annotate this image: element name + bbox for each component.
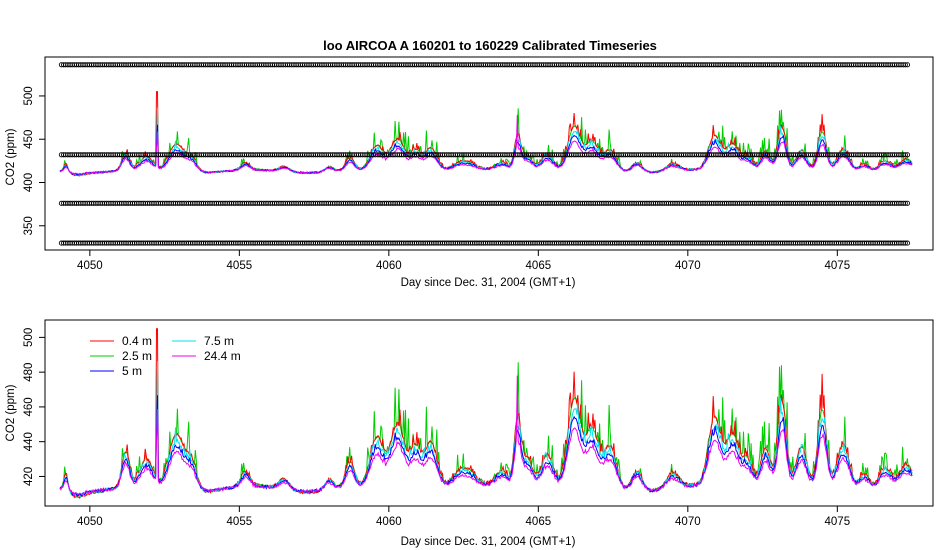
legend-label-4: 24.4 m	[204, 349, 241, 363]
top-y-tick-label: 400	[23, 173, 35, 192]
bottom-x-axis-label: Day since Dec. 31, 2004 (GMT+1)	[401, 536, 576, 548]
calibration-point	[904, 240, 911, 246]
bottom-x-axis: 4050 4055 4060 4065 4070 4075	[77, 506, 850, 528]
top-x-axis-label: Day since Dec. 31, 2004 (GMT+1)	[401, 277, 576, 289]
legend: 0.4 m 2.5 m 5 m 7.5 m 24.4 m	[90, 334, 241, 378]
bot-y-tick-label: 420	[23, 467, 35, 486]
calibration-points	[58, 62, 911, 246]
top-y-axis-label: CO2 (ppm)	[5, 128, 17, 185]
bot-x-tick-label: 4060	[376, 516, 402, 528]
top-x-axis: 4050 4055 4060 4065 4070 4075	[77, 250, 850, 272]
top-x-tick-label: 4075	[825, 260, 851, 272]
bot-x-tick-label: 4070	[675, 516, 701, 528]
bot-x-tick-label: 4055	[227, 516, 253, 528]
top-y-tick-label: 350	[23, 216, 35, 235]
bottom-plot-frame	[44, 319, 934, 507]
calibration-point	[902, 200, 908, 206]
top-series-line-244m	[59, 114, 913, 175]
calibration-point	[902, 152, 908, 158]
bottom-series-line-5m	[59, 395, 913, 497]
top-x-tick-label: 4055	[227, 260, 253, 272]
legend-label-3: 7.5 m	[204, 334, 234, 348]
top-plot-frame	[44, 56, 934, 251]
calibration-point	[904, 62, 911, 68]
top-y-tick-label: 500	[23, 86, 35, 105]
top-x-tick-label: 4050	[77, 260, 103, 272]
top-y-axis: 350 400 450 500	[23, 86, 45, 235]
bot-y-tick-label: 440	[23, 432, 35, 451]
bot-x-tick-label: 4050	[77, 516, 103, 528]
bot-y-tick-label: 480	[23, 363, 35, 382]
calibration-point	[902, 240, 908, 246]
top-x-tick-label: 4065	[526, 260, 552, 272]
top-y-tick-label: 450	[23, 130, 35, 149]
bottom-panel: 4050 4055 4060 4065 4070 4075 420 440 460 480 500…	[5, 319, 934, 548]
top-x-tick-label: 4070	[675, 260, 701, 272]
calibration-point	[904, 200, 911, 206]
bottom-series-lines	[59, 328, 913, 500]
top-x-tick-label: 4060	[376, 260, 402, 272]
bottom-series-line-244m	[59, 375, 913, 496]
bot-x-tick-label: 4075	[825, 516, 851, 528]
legend-label-1: 2.5 m	[122, 349, 152, 363]
chart-title: loo AIRCOA A 160201 to 160229 Calibrated…	[323, 38, 657, 53]
bottom-y-axis: 420 440 460 480 500	[23, 328, 45, 486]
calibration-point	[904, 152, 911, 158]
bot-x-tick-label: 4065	[526, 516, 552, 528]
bot-y-tick-label: 500	[23, 328, 35, 347]
calibration-point	[902, 62, 908, 68]
bot-y-tick-label: 460	[23, 397, 35, 416]
bottom-y-axis-label: CO2 (ppm)	[5, 384, 17, 441]
top-panel: loo AIRCOA A 160201 to 160229 Calibrated…	[5, 38, 934, 289]
legend-label-2: 5 m	[122, 364, 142, 378]
legend-label-0: 0.4 m	[122, 334, 152, 348]
